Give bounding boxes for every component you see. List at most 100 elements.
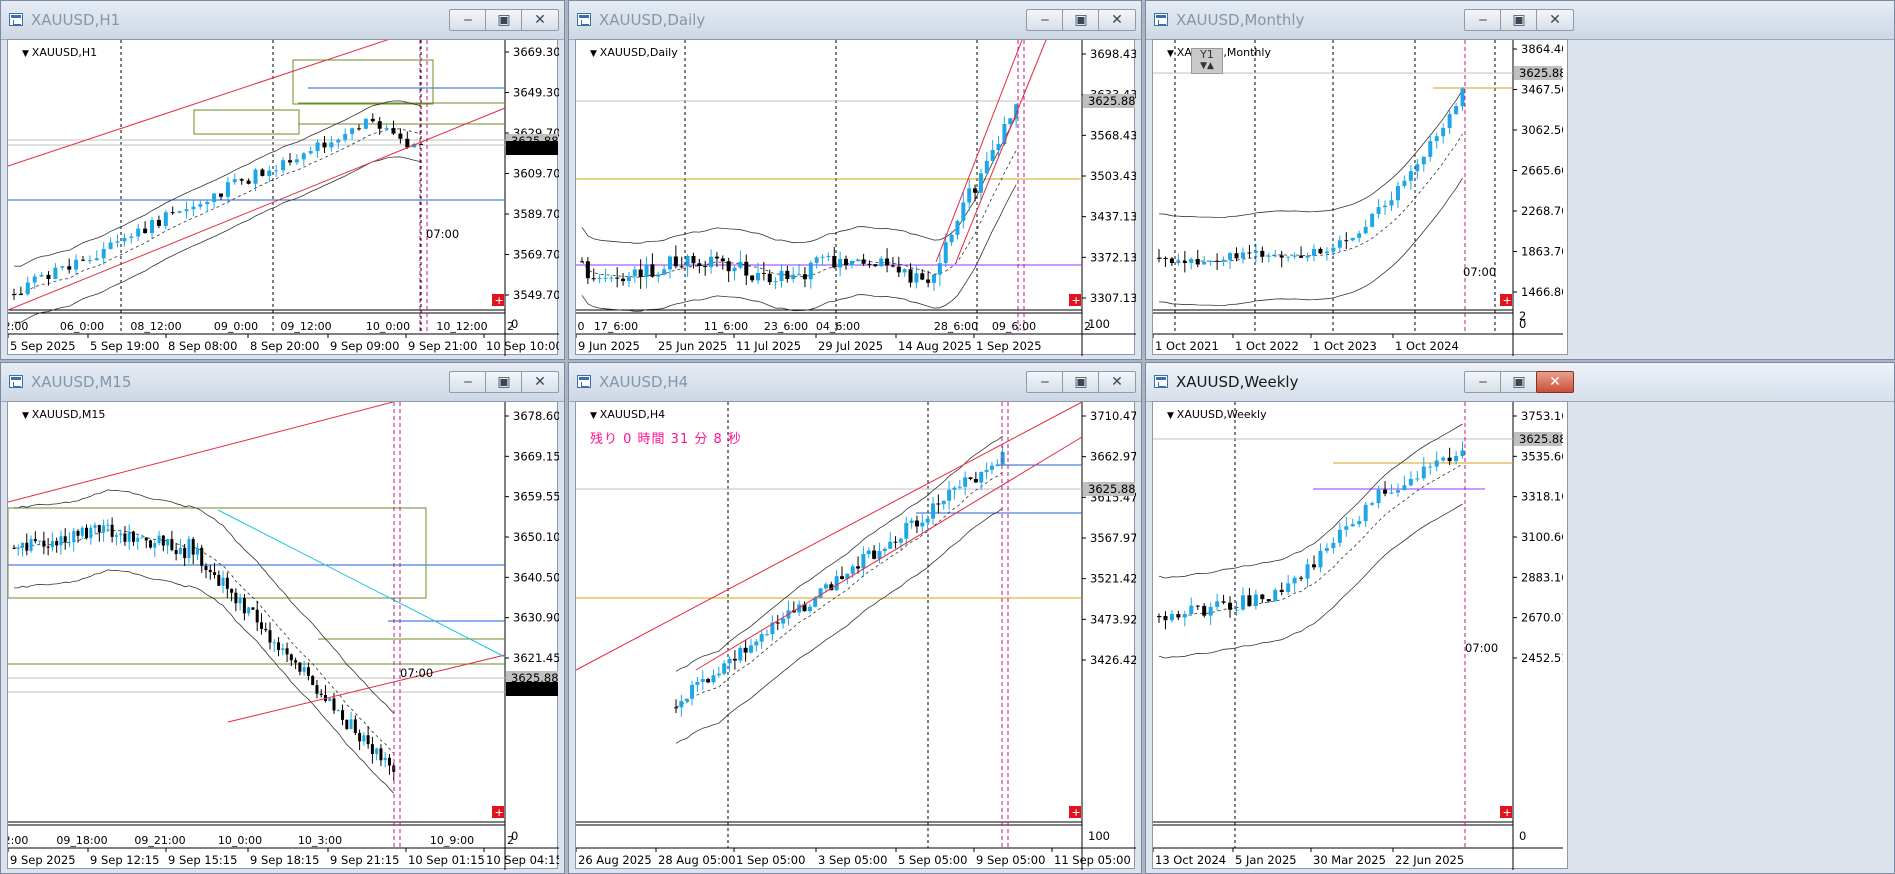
subwindow-scale-label: 0 — [511, 317, 518, 331]
window-monthly[interactable]: XAUUSD,Monthly ‒ ▣ ✕ 3864.40 3467.50 3062.… — [1145, 0, 1895, 360]
trend-channel-line — [935, 40, 1023, 263]
candle-body — [1208, 260, 1213, 262]
titlebar-m15[interactable]: XAUUSD,M15 ‒ ▣ ✕ — [1, 363, 564, 402]
close-button[interactable]: ✕ — [1536, 9, 1574, 31]
candle-body — [855, 259, 860, 261]
add-indicator-button[interactable] — [1500, 294, 1512, 306]
window-h4[interactable]: XAUUSD,H4 ‒ ▣ ✕ 3710.47 3662.97 3615.47 356… — [568, 362, 1142, 874]
candle-body — [896, 266, 901, 273]
price-chart-daily[interactable]: 3698.433633.433568.433503.433437.133372.… — [576, 40, 1136, 356]
y-tick-label: 2883.16 — [1521, 570, 1563, 584]
minimize-button[interactable]: ‒ — [449, 9, 487, 31]
candle-body — [1253, 250, 1258, 253]
candle-body — [42, 540, 46, 547]
chart-area-h1[interactable]: 3669.30 3649.30 3629.70 3609.70 3589.70 3569.… — [7, 39, 559, 356]
x-tick-label: 25 Jun 2025 — [658, 339, 727, 353]
add-indicator-button[interactable] — [1069, 294, 1081, 306]
minimize-button[interactable]: ‒ — [449, 371, 487, 393]
chart-area-weekly[interactable]: 3753.16 3535.66 3318.16 3100.66 2883.16 2670.… — [1152, 401, 1568, 870]
y-tick-label: 2268.70 — [1521, 204, 1563, 218]
candle-body — [163, 212, 168, 226]
maximize-button[interactable]: ▣ — [1500, 9, 1538, 31]
chart-area-daily[interactable]: 3698.433633.433568.433503.433437.133372.… — [575, 39, 1136, 356]
close-button[interactable]: ✕ — [1098, 371, 1136, 393]
add-indicator-button[interactable] — [1500, 806, 1512, 818]
candle-body — [931, 503, 936, 519]
candle-body — [770, 622, 775, 635]
minimize-button[interactable]: ‒ — [1464, 371, 1502, 393]
price-chart-h1[interactable]: 3669.303649.303629.703609.703589.703569.… — [8, 40, 559, 356]
x-tick-label: 10 Sep 10:00 — [486, 339, 559, 353]
close-button[interactable]: ✕ — [1098, 9, 1136, 31]
candle-body — [1215, 601, 1220, 607]
titlebar-h1[interactable]: XAUUSD,H1 ‒ ▣ ✕ — [1, 1, 564, 40]
candle-body — [632, 269, 637, 277]
close-button[interactable]: ✕ — [521, 9, 559, 31]
candle-body — [1460, 450, 1465, 457]
maximize-button[interactable]: ▣ — [1500, 371, 1538, 393]
candle-body — [384, 128, 389, 130]
candle-body — [50, 541, 54, 548]
candle-body — [732, 658, 737, 661]
add-indicator-button[interactable] — [492, 294, 504, 306]
chart-area-m15[interactable]: 3678.60 3669.15 3659.55 3650.10 3640.50 3630.… — [7, 401, 559, 870]
candle-body — [87, 260, 92, 262]
candle-body — [1389, 492, 1394, 494]
candle-body — [246, 180, 251, 184]
candle-body — [55, 541, 59, 546]
candle-body — [1460, 88, 1465, 107]
maximize-button[interactable]: ▣ — [485, 9, 523, 31]
x-tick-label: 9 Sep 15:15 — [168, 853, 237, 867]
candle-body — [893, 541, 898, 543]
y-tick-label: 3467.50 — [1521, 83, 1563, 97]
time-marker-label: 09_21:00 — [134, 834, 185, 847]
price-tag-label: 3625.88 — [1519, 432, 1563, 446]
y1-badge[interactable]: Y1 ▼▲ — [1191, 48, 1223, 74]
window-h1[interactable]: XAUUSD,H1 ‒ ▣ ✕ 3669.30 3649.30 3629.70 360… — [0, 0, 565, 360]
x-tick-label: 10 Sep 01:15 — [408, 853, 485, 867]
minimize-button[interactable]: ‒ — [1026, 371, 1064, 393]
chart-area-monthly[interactable]: 3864.40 3467.50 3062.50 2665.60 2268.70 1863.… — [1152, 39, 1568, 356]
price-chart-h4[interactable]: 3710.473662.973615.473567.973521.423473.… — [576, 402, 1136, 870]
candle-body — [1370, 213, 1375, 227]
add-indicator-button[interactable] — [1069, 806, 1081, 818]
window-weekly[interactable]: XAUUSD,Weekly ‒ ▣ ✕ 3753.16 3535.66 3318.1… — [1145, 362, 1895, 874]
add-indicator-button[interactable] — [492, 806, 504, 818]
time-marker-label: 10_0:00 — [218, 834, 262, 847]
candle-body — [902, 269, 907, 273]
close-button[interactable]: ✕ — [1536, 371, 1574, 393]
maximize-button[interactable]: ▣ — [485, 371, 523, 393]
candle-body — [908, 269, 913, 283]
price-chart-m15[interactable]: 3678.60 3669.15 3659.55 3650.10 3640.50 3630.… — [8, 402, 559, 870]
window-m15[interactable]: XAUUSD,M15 ‒ ▣ ✕ 3678.60 3669.15 3659.55 36… — [0, 362, 565, 874]
chart-window-icon — [9, 13, 23, 26]
y-tick-label: 1466.80 — [1521, 285, 1563, 299]
x-tick-label: 5 Sep 2025 — [10, 339, 76, 353]
maximize-button[interactable]: ▣ — [1062, 371, 1100, 393]
candle-body — [845, 573, 850, 579]
minimize-button[interactable]: ‒ — [1464, 9, 1502, 31]
titlebar-daily[interactable]: XAUUSD,Daily ‒ ▣ ✕ — [569, 1, 1141, 40]
candle-body — [268, 630, 272, 643]
close-button[interactable]: ✕ — [521, 371, 559, 393]
minimize-button[interactable]: ‒ — [1026, 9, 1064, 31]
titlebar-weekly[interactable]: XAUUSD,Weekly ‒ ▣ ✕ — [1146, 363, 1894, 402]
candle-body — [861, 554, 866, 569]
price-chart-weekly[interactable]: 3753.16 3535.66 3318.16 3100.66 2883.16 2670.… — [1153, 402, 1563, 870]
candle-body — [377, 121, 382, 129]
maximize-button[interactable]: ▣ — [1062, 9, 1100, 31]
window-daily[interactable]: XAUUSD,Daily ‒ ▣ ✕ 3698.433633.433568.43… — [568, 0, 1142, 360]
x-tick-label: 11 Jul 2025 — [736, 339, 801, 353]
titlebar-h4[interactable]: XAUUSD,H4 ‒ ▣ ✕ — [569, 363, 1141, 402]
price-chart-monthly[interactable]: 3864.40 3467.50 3062.50 2665.60 2268.70 1863.… — [1153, 40, 1563, 356]
candle-body — [818, 588, 823, 598]
candle-body — [1428, 141, 1433, 157]
chart-area-h4[interactable]: 3710.47 3662.97 3615.47 3567.97 3521.42 3473.… — [575, 401, 1136, 870]
time-marker-label: 17_6:00 — [594, 320, 638, 333]
x-tick-label: 1 Sep 2025 — [976, 339, 1042, 353]
candle-body — [383, 757, 387, 761]
candle-body — [405, 138, 410, 148]
candle-body — [184, 209, 189, 212]
candle-body — [814, 257, 819, 263]
titlebar-monthly[interactable]: XAUUSD,Monthly ‒ ▣ ✕ — [1146, 1, 1894, 40]
